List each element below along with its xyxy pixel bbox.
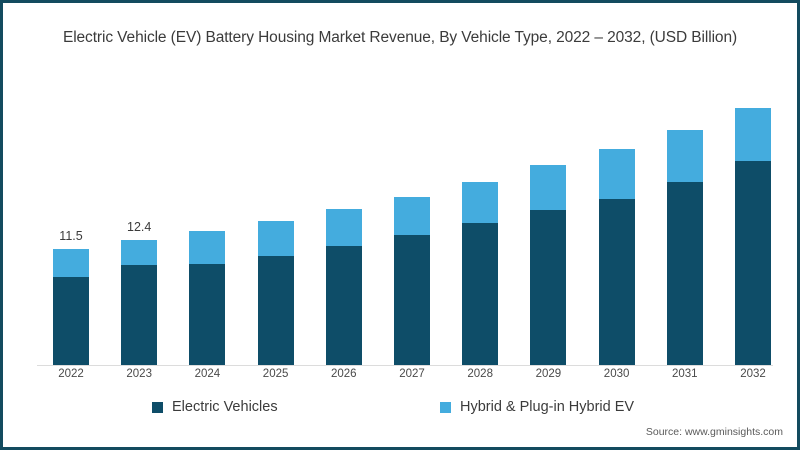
bar-segment-electric-2025[interactable]	[257, 256, 294, 365]
legend-label-electric-vehicles: Electric Vehicles	[172, 399, 278, 415]
bar-segment-electric-2029[interactable]	[530, 209, 567, 365]
x-axis-tick-labels: 2022 2023 2024 2025 2026 2027 2028 2029 2030 2031…	[37, 368, 773, 388]
bar-segment-hybrid-2026[interactable]	[325, 208, 362, 246]
x-tick-2024: 2024	[194, 368, 221, 380]
bar-segment-hybrid-2023[interactable]	[121, 239, 158, 266]
bar-group-2025[interactable]	[257, 220, 294, 365]
bar-value-label-2023: 12.4	[127, 219, 152, 234]
legend-item-electric-vehicles[interactable]: Electric Vehicles	[152, 399, 278, 415]
bar-segment-electric-2024[interactable]	[189, 264, 226, 365]
bar-segment-hybrid-2032[interactable]	[735, 107, 771, 162]
bar-value-label-2022: 11.5	[59, 228, 83, 243]
x-tick-2029: 2029	[535, 368, 562, 380]
legend-label-hybrid-plugin-hybrid-ev: Hybrid & Plug-in Hybrid EV	[460, 399, 635, 415]
page-title: Electric Vehicle (EV) Battery Housing Ma…	[62, 29, 738, 46]
bar-segment-electric-2022[interactable]	[53, 277, 89, 365]
bar-group-2023[interactable]: 12.4	[121, 220, 158, 365]
bar-segment-hybrid-2022[interactable]	[53, 248, 89, 278]
legend-item-hybrid-plugin-hybrid-ev[interactable]: Hybrid & Plug-in Hybrid EV	[440, 399, 634, 415]
bar-group-2027[interactable]	[394, 196, 430, 365]
bar-group-2030[interactable]	[598, 149, 635, 365]
bar-group-2032[interactable]	[735, 107, 771, 365]
bar-segment-electric-2027[interactable]	[394, 234, 430, 365]
bar-segment-hybrid-2030[interactable]	[598, 149, 635, 199]
bar-segment-hybrid-2027[interactable]	[394, 196, 430, 235]
source-attribution: Source: www.gminsights.com	[645, 426, 783, 438]
bar-group-2031[interactable]	[666, 129, 703, 365]
chart-legend: Electric Vehicles Hybrid & Plug-in Hybri…	[37, 399, 773, 421]
bar-segment-electric-2032[interactable]	[735, 161, 771, 365]
x-axis-line	[37, 365, 773, 366]
bar-segment-electric-2030[interactable]	[598, 198, 635, 365]
x-tick-2032: 2032	[740, 368, 766, 380]
bar-group-2028[interactable]	[462, 182, 499, 365]
bar-segment-hybrid-2024[interactable]	[189, 230, 226, 265]
bar-segment-hybrid-2029[interactable]	[530, 165, 567, 210]
bar-group-2024[interactable]	[189, 230, 226, 365]
bar-segment-hybrid-2025[interactable]	[257, 220, 294, 257]
x-tick-2025: 2025	[262, 368, 289, 380]
plot-area: 11.5 12.4	[37, 81, 773, 366]
bar-segment-electric-2028[interactable]	[462, 222, 499, 365]
bar-segment-hybrid-2031[interactable]	[666, 129, 703, 183]
legend-swatch-dark-icon	[152, 401, 163, 413]
x-tick-2026: 2026	[331, 368, 357, 380]
bar-group-2022[interactable]: 11.5	[53, 229, 89, 365]
x-tick-2023: 2023	[126, 368, 152, 380]
bar-series-container: 11.5 12.4	[37, 81, 773, 365]
bar-segment-electric-2023[interactable]	[121, 265, 158, 365]
legend-swatch-light-icon	[440, 401, 451, 413]
x-tick-2030: 2030	[603, 368, 630, 380]
bar-group-2029[interactable]	[530, 165, 567, 365]
x-tick-2031: 2031	[672, 368, 698, 380]
bar-segment-hybrid-2028[interactable]	[462, 182, 499, 223]
x-tick-2022: 2022	[58, 368, 84, 380]
bar-segment-electric-2031[interactable]	[666, 182, 703, 365]
x-tick-2028: 2028	[467, 368, 493, 380]
bar-group-2026[interactable]	[325, 208, 362, 365]
x-tick-2027: 2027	[399, 368, 425, 380]
bar-segment-electric-2026[interactable]	[325, 245, 362, 365]
